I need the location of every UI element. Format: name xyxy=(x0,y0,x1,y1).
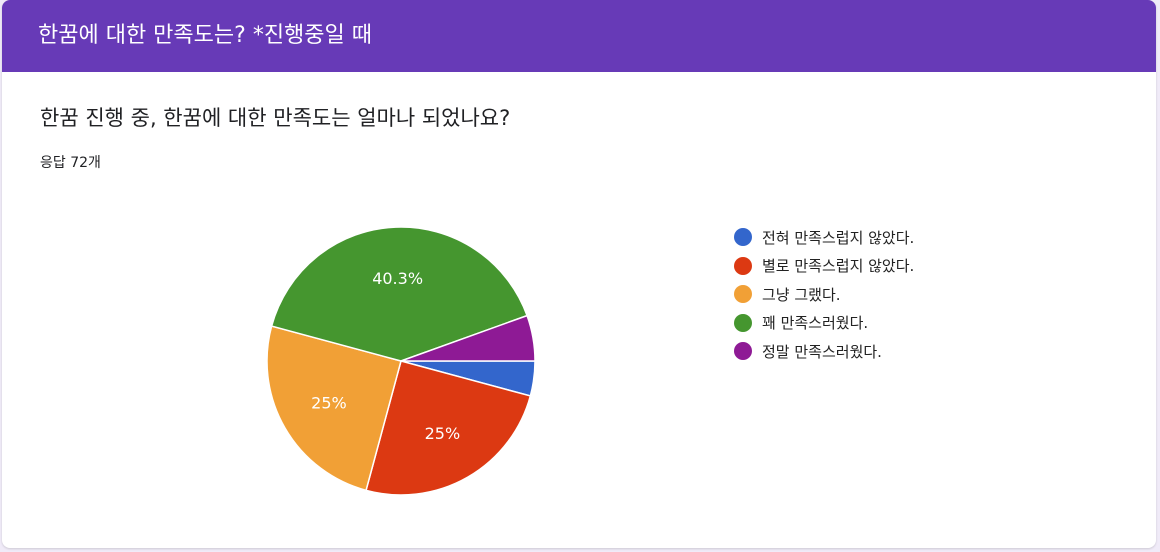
legend-label-3: 그냥 그랬다. xyxy=(762,285,841,304)
legend-item-1[interactable]: 전혀 만족스럽지 않았다. xyxy=(734,223,914,252)
legend-item-2[interactable]: 별로 만족스럽지 않았다. xyxy=(734,252,914,281)
legend-label-4: 꽤 만족스러웠다. xyxy=(762,314,869,333)
chart-legend: 전혀 만족스럽지 않았다. 별로 만족스럽지 않았다. 그냥 그랬다. 꽤 만족스러웠… xyxy=(734,223,914,366)
legend-label-5: 정말 만족스러웠다. xyxy=(762,342,882,361)
legend-item-5[interactable]: 정말 만족스러웠다. xyxy=(734,337,914,366)
pie-slice-4[interactable] xyxy=(270,226,529,362)
legend-swatch-4 xyxy=(734,313,752,332)
section-title: 한꿈에 대한 만족도는? *진행중일 때 xyxy=(38,23,373,48)
pie-slice-label-4: 40.3% xyxy=(372,269,423,288)
legend-swatch-3 xyxy=(734,285,752,304)
pie-slice-label-3: 25% xyxy=(311,393,347,412)
legend-swatch-1 xyxy=(734,228,752,247)
legend-item-3[interactable]: 그냥 그랬다. xyxy=(734,280,914,309)
question-title: 한꿈 진행 중, 한꿈에 대한 만족도는 얼마나 되었나요? xyxy=(40,106,511,130)
legend-swatch-5 xyxy=(734,342,752,361)
legend-swatch-2 xyxy=(734,256,752,275)
legend-item-4[interactable]: 꽤 만족스러웠다. xyxy=(734,309,914,338)
legend-label-1: 전혀 만족스럽지 않았다. xyxy=(762,228,915,247)
response-count: 응답 72개 xyxy=(40,155,101,171)
pie-slice-3[interactable] xyxy=(266,325,402,492)
section-header: 한꿈에 대한 만족도는? *진행중일 때 xyxy=(2,0,1156,72)
legend-label-2: 별로 만족스럽지 않았다. xyxy=(762,257,915,276)
pie-slice-5[interactable] xyxy=(400,314,536,362)
pie-slice-2[interactable] xyxy=(365,360,532,496)
pie-slice-label-2: 25% xyxy=(425,424,461,443)
